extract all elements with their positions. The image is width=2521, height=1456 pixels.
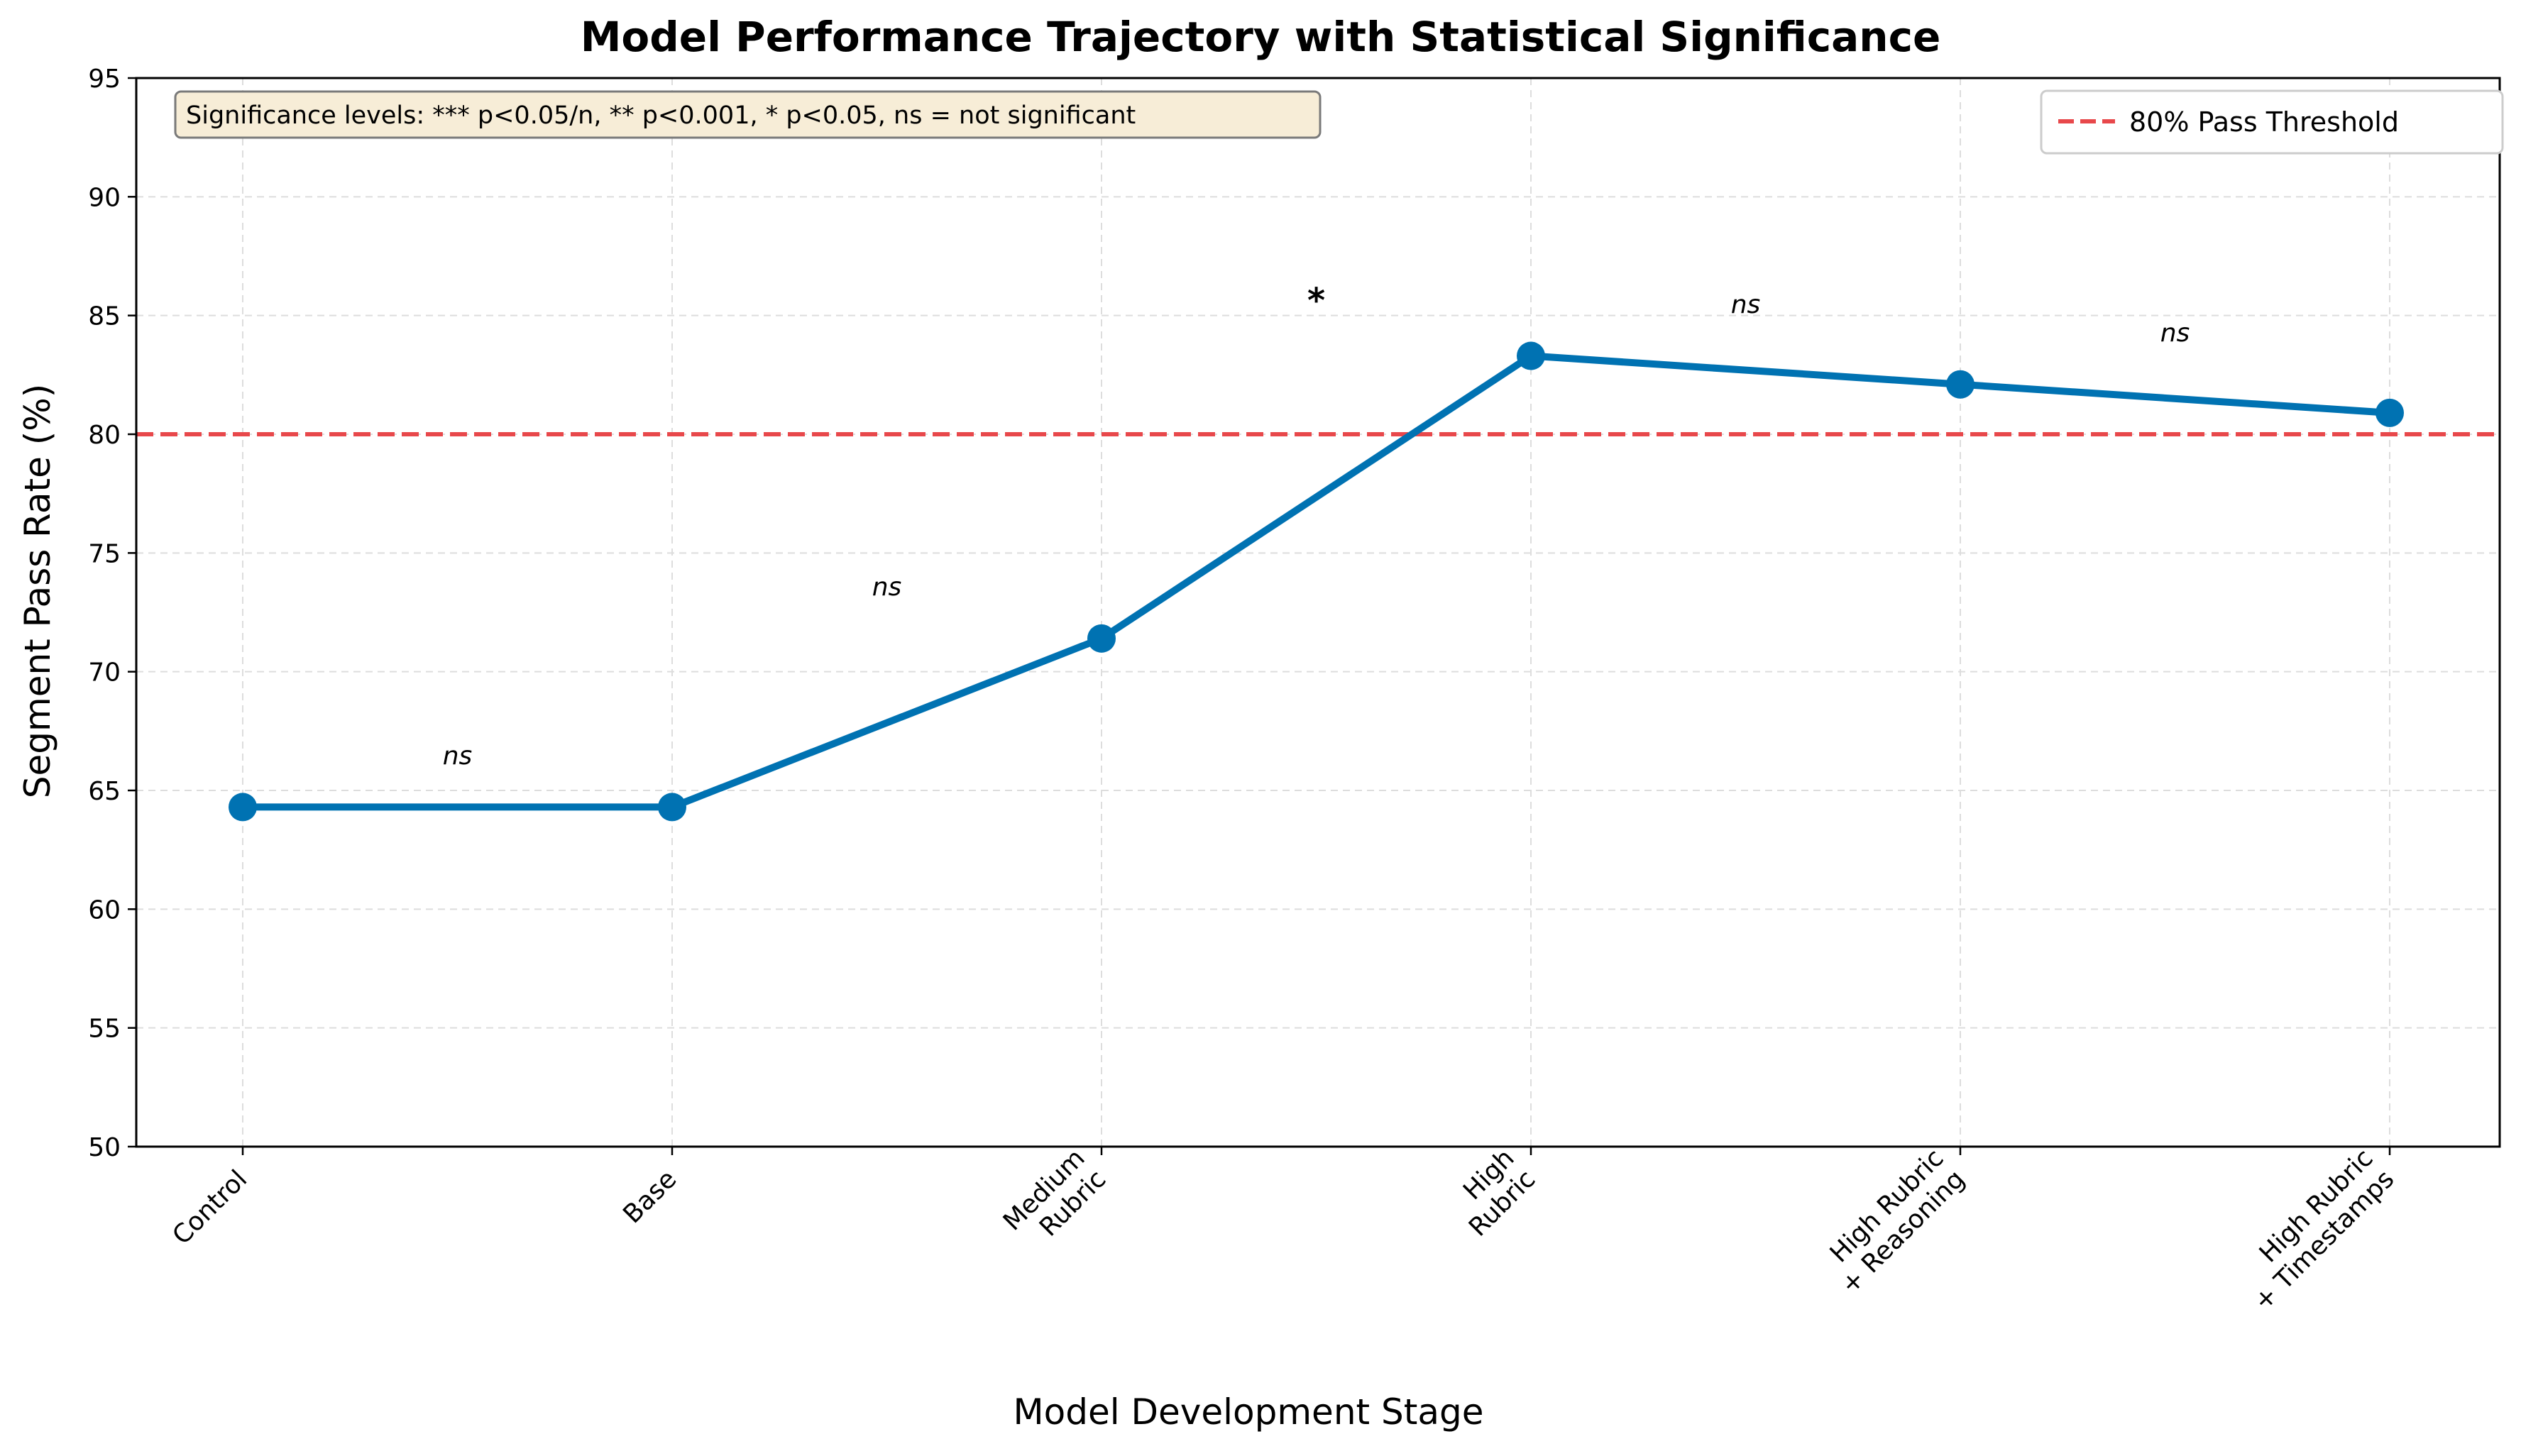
y-tick-label: 75	[88, 539, 121, 568]
y-tick-label: 70	[88, 658, 121, 688]
plot-area-frame	[135, 77, 2501, 1148]
significance-note-text: Significance levels: *** p<0.05/n, ** p<…	[186, 101, 1136, 130]
legend-threshold-label: 80% Pass Threshold	[2129, 106, 2399, 138]
y-tick-label: 85	[88, 302, 121, 331]
chart-title: Model Performance Trajectory with Statis…	[581, 13, 1941, 61]
series-layer	[229, 341, 2404, 822]
significance-annotations: ns ns * ns ns	[443, 281, 2190, 771]
data-point	[1517, 341, 1545, 370]
y-tick-label: 50	[88, 1133, 121, 1162]
legend: 80% Pass Threshold	[2040, 89, 2504, 155]
y-axis-title: Segment Pass Rate (%)	[17, 384, 58, 799]
series-line	[243, 352, 2390, 811]
data-point	[658, 793, 686, 822]
y-tick-label: 60	[88, 895, 121, 925]
data-point	[229, 793, 257, 822]
data-point	[1946, 370, 1974, 399]
legend-frame	[2040, 89, 2504, 155]
x-axis-title: Model Development Stage	[1014, 1391, 1484, 1433]
y-tick-label: 55	[88, 1015, 121, 1044]
significance-label: ns	[2160, 319, 2190, 348]
data-point	[2376, 398, 2404, 427]
significance-note-background	[174, 90, 1322, 139]
y-tick-label: 90	[88, 183, 121, 212]
significance-note-box: Significance levels: *** p<0.05/n, ** p<…	[174, 90, 1322, 139]
y-tick-label: 65	[88, 777, 121, 806]
y-tick-label: 95	[88, 65, 121, 94]
significance-label: *	[1307, 281, 1325, 321]
data-point	[1087, 624, 1116, 653]
significance-label: ns	[1731, 290, 1761, 319]
significance-label: ns	[443, 741, 473, 771]
significance-label: ns	[872, 573, 902, 602]
y-tick-label: 80	[88, 421, 121, 450]
